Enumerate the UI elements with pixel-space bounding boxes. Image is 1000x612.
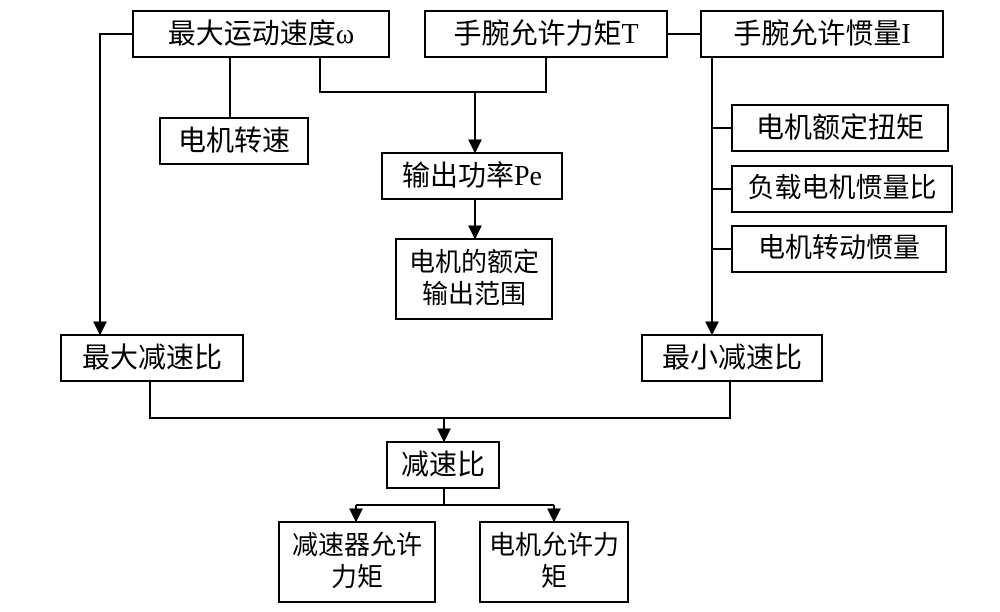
node-max-speed-omega: 最大运动速度ω xyxy=(132,10,390,58)
flowchart-stage: { "flowchart": { "type": "flowchart", "b… xyxy=(0,0,1000,612)
node-max-reduction-ratio: 最大减速比 xyxy=(60,334,244,382)
node-motor-rated-output: 电机的额定输出范围 xyxy=(395,238,553,320)
node-label: 电机转速 xyxy=(178,124,290,159)
node-wrist-inertia-I: 手腕允许惯量I xyxy=(700,10,944,58)
node-reduction-ratio: 减速比 xyxy=(386,441,500,489)
node-label: 电机额定扭矩 xyxy=(756,111,924,146)
node-label: 最大减速比 xyxy=(82,341,222,376)
node-label: 减速比 xyxy=(401,448,485,483)
node-motor-rot-inertia: 电机转动惯量 xyxy=(731,225,947,273)
node-label: 最小减速比 xyxy=(662,341,802,376)
node-label: 最大运动速度ω xyxy=(168,17,354,52)
node-wrist-torque-T: 手腕允许力矩T xyxy=(424,10,668,58)
node-output-power-Pe: 输出功率Pe xyxy=(381,152,563,200)
node-load-inertia-ratio: 负载电机惯量比 xyxy=(731,165,953,213)
node-label: 输出功率Pe xyxy=(402,159,542,194)
node-motor-rpm: 电机转速 xyxy=(159,117,309,165)
node-motor-allow-torque: 电机允许力矩 xyxy=(479,521,629,603)
node-label: 手腕允许力矩T xyxy=(453,17,638,52)
node-label: 负载电机惯量比 xyxy=(748,172,937,206)
node-min-reduction-ratio: 最小减速比 xyxy=(641,334,823,382)
node-motor-rated-torque: 电机额定扭矩 xyxy=(731,104,949,152)
node-label: 电机的额定输出范围 xyxy=(403,247,545,312)
node-label: 手腕允许惯量I xyxy=(733,17,910,52)
node-reducer-allow-torque: 减速器允许力矩 xyxy=(278,521,436,603)
node-label: 电机允许力矩 xyxy=(487,530,621,595)
node-label: 电机转动惯量 xyxy=(758,232,920,266)
node-label: 减速器允许力矩 xyxy=(286,530,428,595)
